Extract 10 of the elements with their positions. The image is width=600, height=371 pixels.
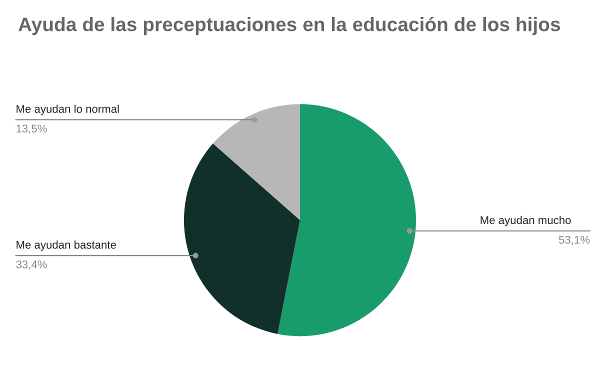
slice-label: Me ayudan bastante — [16, 240, 116, 251]
pie-slice — [212, 104, 300, 220]
slice-label: Me ayudan mucho — [480, 216, 571, 226]
chart-title: Ayuda de las preceptuaciones en la educación de los hijos — [18, 16, 560, 36]
pie-slice — [184, 143, 300, 334]
data-label: 13,5% — [16, 124, 47, 134]
data-label: 33,4% — [16, 260, 47, 270]
slice-label: Me ayudan lo normal — [16, 104, 119, 116]
pie-slice — [278, 104, 416, 336]
data-label: 53,1% — [558, 236, 590, 246]
